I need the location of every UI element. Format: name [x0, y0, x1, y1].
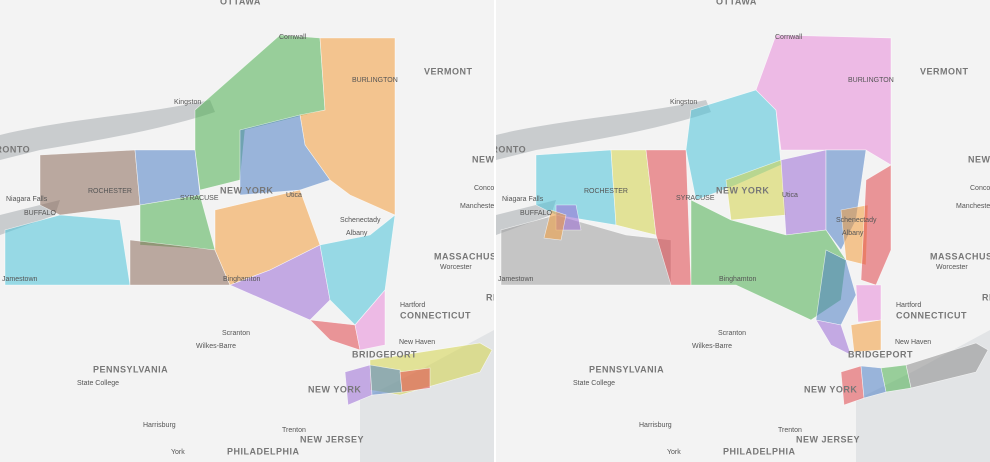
city-label: Scranton [222, 330, 250, 337]
city-label: Concord [970, 185, 990, 192]
city-label: Manchester [956, 203, 990, 210]
place-labels: OTTAWA Cornwall BURLINGTON VERMONT Kingston T… [478, 0, 990, 456]
city-label: Harrisburg [639, 422, 672, 429]
city-label: York [667, 449, 681, 456]
city-label: Schenectady [836, 217, 877, 224]
city-label: SYRACUSE [676, 195, 715, 202]
city-label: BURLINGTON [848, 77, 894, 84]
city-label: Utica [286, 192, 302, 199]
city-label: New Haven [895, 339, 931, 346]
city-label: Wilkes-Barre [196, 343, 236, 350]
city-label: Concord [474, 185, 501, 192]
region-label: NEW YORK [308, 384, 361, 394]
city-label: Manchester [460, 203, 497, 210]
city-label: State College [573, 380, 615, 387]
city-label: Hartford [400, 302, 425, 309]
city-label: Trenton [282, 427, 306, 434]
city-label: Jamestown [498, 276, 534, 283]
map-panel-left: OTTAWA Cornwall BURLINGTON VERMONT Kingston T… [0, 0, 561, 462]
region-label: PHILADELPHIA [227, 446, 300, 456]
city-label: SYRACUSE [180, 195, 219, 202]
city-label: Niagara Falls [502, 196, 544, 203]
districts [500, 34, 989, 406]
city-label: Trenton [778, 427, 802, 434]
map-panel-right: OTTAWA Cornwall BURLINGTON VERMONT Kingston T… [478, 0, 990, 462]
region-label: PHILADELPHIA [723, 446, 796, 456]
city-label: Kingston [670, 99, 697, 106]
region-label: NEW JERSEY [796, 434, 860, 444]
region-label: NEW JERSEY [300, 434, 364, 444]
city-label: BUFFALO [520, 210, 552, 217]
region-label: MASSACHUSETTS [434, 251, 522, 261]
city-label: Binghamton [223, 276, 260, 283]
region-label: BRIDGEPORT [352, 349, 417, 359]
city-label: Albany [346, 230, 368, 237]
city-label: Binghamton [719, 276, 756, 283]
city-label: Wilkes-Barre [692, 343, 732, 350]
region-label: PENNSYLVANIA [589, 364, 664, 374]
city-label: Worcester [936, 264, 968, 271]
place-labels: OTTAWA Cornwall BURLINGTON VERMONT Kingston T… [0, 0, 561, 456]
city-label: Harrisburg [143, 422, 176, 429]
city-label: Schenectady [340, 217, 381, 224]
region-label: CONNECTICUT [400, 310, 471, 320]
region-label: MASSACHUSETTS [930, 251, 990, 261]
districts [4, 34, 493, 406]
region-label: OTTAWA [716, 0, 757, 6]
city-label: Albany [842, 230, 864, 237]
region-label: TORONTO [0, 144, 30, 154]
city-label: Kingston [174, 99, 201, 106]
region-label: TORONTO [478, 144, 526, 154]
city-label: Hartford [896, 302, 921, 309]
region-label: VERMONT [424, 66, 473, 76]
region-label: VERMONT [920, 66, 969, 76]
region-label: CONNECTICUT [896, 310, 967, 320]
region-label: PENNSYLVANIA [93, 364, 168, 374]
city-label: BURLINGTON [352, 77, 398, 84]
city-label: Niagara Falls [6, 196, 48, 203]
region-label: NEW HAMPSHIRE [968, 154, 990, 164]
city-label: Utica [782, 192, 798, 199]
city-label: Cornwall [775, 34, 803, 41]
city-label: State College [77, 380, 119, 387]
city-label: Cornwall [279, 34, 307, 41]
region-label: NEW HAMPSHIRE [472, 154, 556, 164]
city-label: BUFFALO [24, 210, 56, 217]
city-label: ROCHESTER [88, 188, 132, 195]
city-label: Worcester [440, 264, 472, 271]
region-label: NEW YORK [804, 384, 857, 394]
city-label: Scranton [718, 330, 746, 337]
city-label: New Haven [399, 339, 435, 346]
city-label: ROCHESTER [584, 188, 628, 195]
region-label: RHODE ISLAND [982, 292, 990, 302]
region-label: NEW YORK [716, 185, 769, 195]
region-label: NEW YORK [220, 185, 273, 195]
region-label: RHODE ISLAND [486, 292, 561, 302]
city-label: York [171, 449, 185, 456]
region-label: OTTAWA [220, 0, 261, 6]
region-label: BRIDGEPORT [848, 349, 913, 359]
city-label: Jamestown [2, 276, 38, 283]
